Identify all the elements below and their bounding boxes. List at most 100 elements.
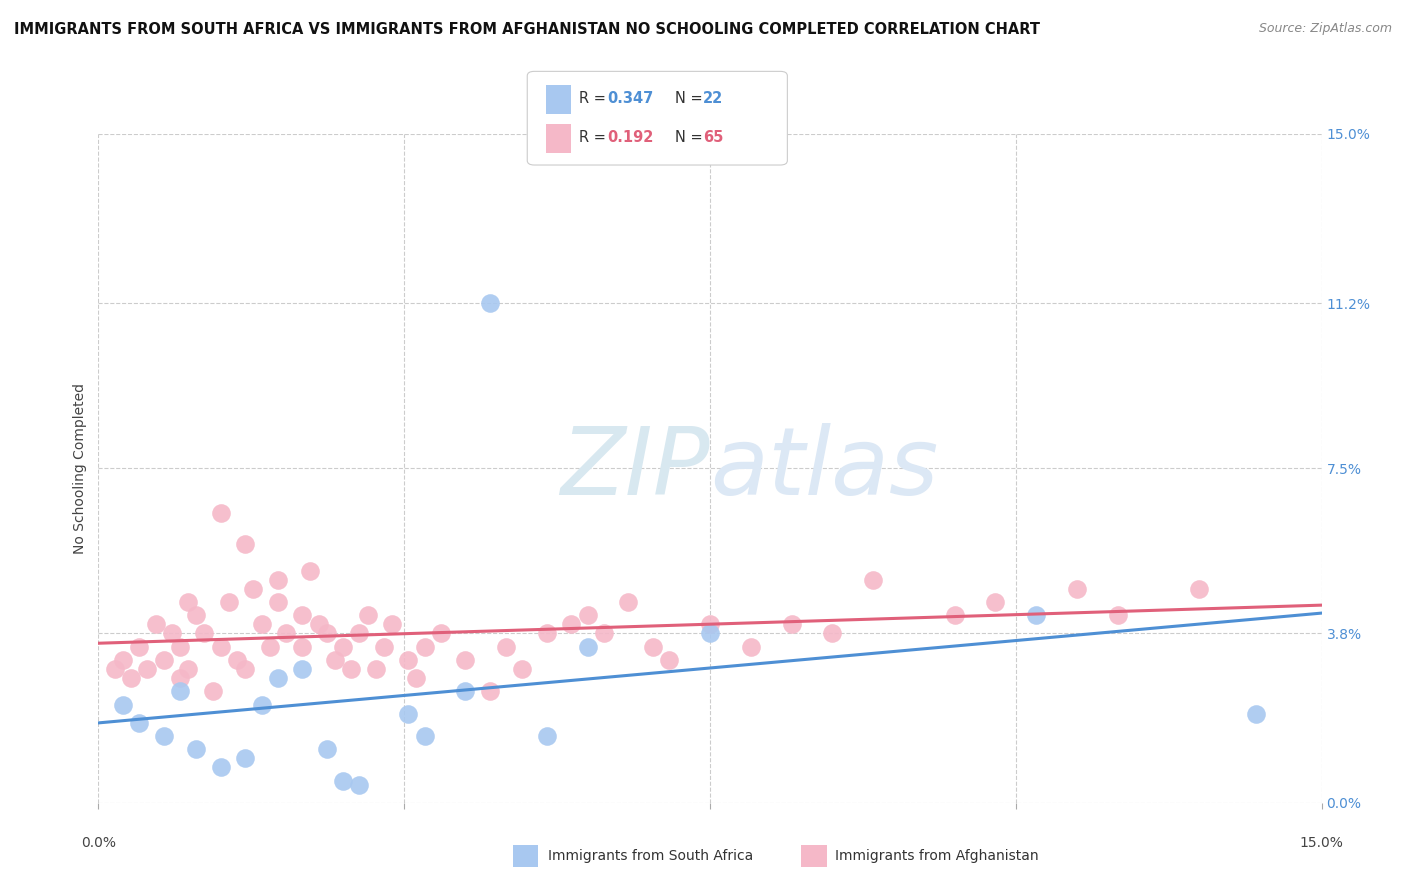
Point (349, 626, 371, 640)
Point (267, 573, 290, 587)
Point (160, 626, 183, 640)
Point (233, 662, 256, 676)
Text: Source: ZipAtlas.com: Source: ZipAtlas.com (1258, 22, 1392, 36)
Point (478, 296, 501, 310)
Point (340, 662, 363, 676)
Point (699, 626, 721, 640)
Point (576, 640, 599, 654)
Point (267, 595, 290, 609)
Point (111, 698, 134, 712)
Point (1066, 582, 1088, 596)
Point (259, 640, 281, 654)
Point (323, 653, 346, 667)
Point (430, 626, 453, 640)
Point (943, 608, 966, 623)
Point (332, 640, 354, 654)
Point (250, 617, 273, 632)
Point (454, 653, 477, 667)
Text: R =: R = (579, 91, 610, 106)
Point (233, 751, 256, 765)
Point (218, 595, 240, 609)
Point (413, 640, 436, 654)
Text: N =: N = (675, 91, 707, 106)
Point (226, 653, 249, 667)
Text: IMMIGRANTS FROM SOUTH AFRICA VS IMMIGRANTS FROM AFGHANISTAN NO SCHOOLING COMPLET: IMMIGRANTS FROM SOUTH AFRICA VS IMMIGRAN… (14, 22, 1040, 37)
Point (291, 662, 314, 676)
Point (536, 626, 558, 640)
Point (152, 653, 174, 667)
Point (315, 626, 337, 640)
Point (576, 608, 599, 623)
Point (209, 506, 232, 520)
Point (495, 640, 517, 654)
Point (291, 640, 314, 654)
Text: N =: N = (675, 130, 707, 145)
Point (145, 617, 167, 632)
Point (120, 671, 142, 685)
Point (111, 653, 134, 667)
Point (617, 595, 640, 609)
Text: 65: 65 (703, 130, 723, 145)
Point (128, 640, 150, 654)
Point (1107, 608, 1129, 623)
Point (1025, 608, 1047, 623)
Text: 22: 22 (703, 91, 723, 106)
Text: 0.0%: 0.0% (82, 837, 115, 850)
Point (536, 729, 558, 743)
Point (356, 608, 378, 623)
Point (396, 706, 419, 721)
Point (740, 640, 762, 654)
Point (233, 537, 256, 551)
Point (381, 617, 404, 632)
Text: ZIP: ZIP (561, 423, 710, 514)
Point (780, 617, 803, 632)
Point (1246, 706, 1268, 721)
Point (104, 662, 127, 676)
Point (242, 582, 264, 596)
Point (984, 595, 1007, 609)
Point (209, 760, 232, 774)
Point (405, 671, 427, 685)
Text: atlas: atlas (710, 423, 938, 514)
Point (169, 640, 191, 654)
Point (291, 608, 314, 623)
Point (349, 778, 371, 792)
Point (193, 626, 215, 640)
Text: Immigrants from Afghanistan: Immigrants from Afghanistan (835, 849, 1039, 863)
Point (136, 662, 159, 676)
Point (308, 617, 330, 632)
Point (658, 653, 681, 667)
Text: 0.192: 0.192 (607, 130, 654, 145)
Point (699, 617, 721, 632)
Text: 15.0%: 15.0% (1299, 837, 1344, 850)
Point (1188, 582, 1211, 596)
Point (186, 742, 208, 756)
Point (641, 640, 664, 654)
Point (454, 684, 477, 698)
Point (177, 595, 200, 609)
Point (332, 773, 354, 788)
Point (169, 671, 191, 685)
Point (478, 684, 501, 698)
Point (169, 684, 191, 698)
Point (373, 640, 395, 654)
Point (177, 662, 200, 676)
Point (274, 626, 297, 640)
Point (396, 653, 419, 667)
Text: Immigrants from South Africa: Immigrants from South Africa (548, 849, 754, 863)
Point (593, 626, 616, 640)
Point (152, 729, 174, 743)
Point (821, 626, 844, 640)
Point (364, 662, 387, 676)
Point (862, 573, 884, 587)
Point (315, 742, 337, 756)
Point (413, 729, 436, 743)
Point (560, 617, 582, 632)
Point (201, 684, 224, 698)
Point (299, 564, 322, 578)
Text: 0.347: 0.347 (607, 91, 654, 106)
Point (267, 671, 290, 685)
Y-axis label: No Schooling Completed: No Schooling Completed (73, 383, 87, 554)
Point (128, 715, 150, 730)
Point (209, 640, 232, 654)
